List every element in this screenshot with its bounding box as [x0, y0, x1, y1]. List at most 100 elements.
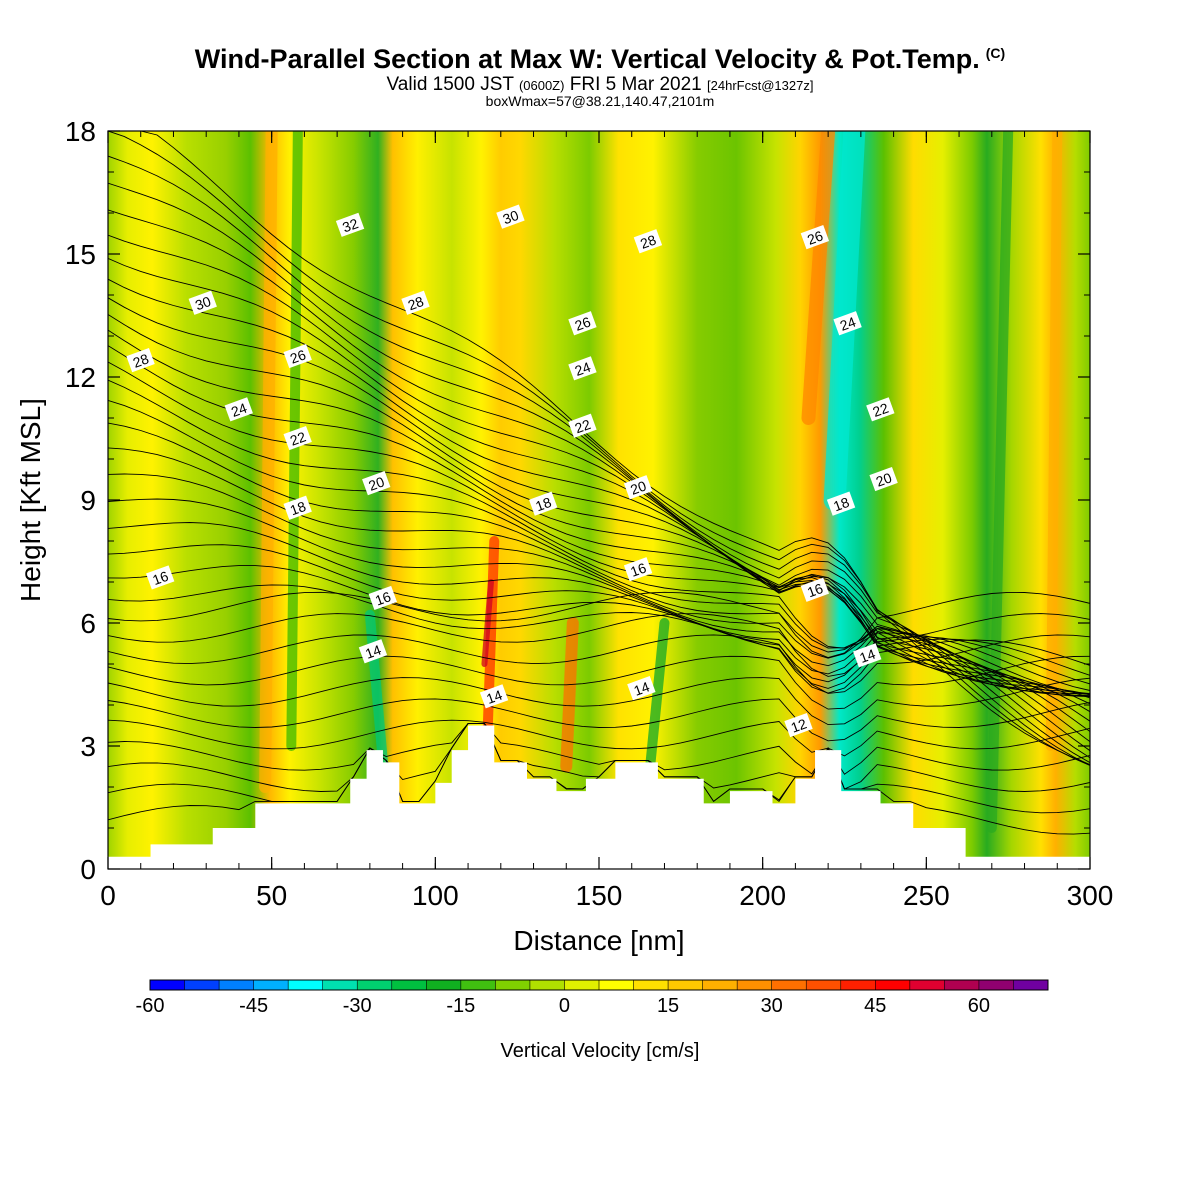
theta-label-text: 14: [484, 687, 504, 707]
theta-contours: [108, 131, 1090, 835]
theta-label-bg: [335, 212, 365, 237]
theta-label: 28: [401, 290, 430, 315]
theta-label: 22: [866, 397, 895, 422]
theta-label: 18: [283, 495, 312, 520]
colorbar-tick-label: 60: [968, 995, 990, 1017]
colorbar-segment: [702, 980, 738, 990]
theta-contour-line: [108, 131, 1090, 766]
theta-contour-line: [108, 591, 1090, 658]
x-tick-label: 100: [412, 880, 459, 911]
updraft-core-118: [481, 579, 494, 667]
x-axis-label: Distance [nm]: [513, 925, 684, 956]
colorbar-segment: [978, 980, 1014, 990]
theta-contour-line: [108, 655, 1090, 710]
colorbar-segment: [909, 980, 945, 990]
theta-label-text: 18: [533, 494, 553, 514]
theta-label-bg: [283, 425, 312, 451]
theta-label-text: 30: [501, 207, 521, 227]
theta-label-text: 14: [631, 678, 651, 698]
theta-label-text: 12: [789, 715, 809, 735]
colorbar-segment: [668, 980, 704, 990]
copyright-mark: (C): [985, 45, 1006, 61]
theta-label-text: 18: [288, 498, 308, 518]
theta-label: 26: [283, 343, 312, 369]
updraft-plume-140: [560, 617, 579, 773]
colorbar-tick-label: 15: [657, 995, 679, 1017]
colorbar-segment: [564, 980, 600, 990]
theta-label-text: 24: [573, 359, 593, 379]
theta-label-bg: [283, 343, 312, 369]
x-tick-label: 300: [1067, 880, 1114, 911]
theta-label-text: 14: [363, 641, 383, 661]
theta-contour-line: [108, 498, 1090, 696]
theta-label-bg: [568, 356, 597, 381]
theta-label-bg: [368, 585, 397, 611]
valid-utc: (0600Z): [518, 78, 565, 93]
colorbar-segment: [875, 980, 911, 990]
theta-label: 16: [623, 557, 653, 582]
colorbar-segment: [150, 980, 186, 990]
colorbar-segment: [529, 980, 565, 990]
theta-label-text: 28: [638, 231, 658, 251]
theta-label: 24: [224, 397, 253, 422]
theta-label-text: 24: [229, 400, 249, 420]
theta-label-text: 16: [150, 568, 170, 588]
theta-label: 22: [283, 425, 312, 451]
colorbar-segment: [460, 980, 496, 990]
colorbar-segment: [1013, 980, 1049, 990]
theta-label-bg: [496, 204, 525, 229]
x-tick-label: 50: [256, 880, 287, 911]
theta-contour-line: [108, 698, 1090, 742]
valid-prefix: Valid 1500 JST: [386, 74, 514, 95]
theta-label-bg: [833, 311, 862, 336]
theta-contour-line: [108, 379, 1090, 695]
colorbar-segment: [599, 980, 635, 990]
theta-label-text: 24: [838, 313, 858, 333]
colorbar-segment: [357, 980, 393, 990]
x-tick-label: 150: [576, 880, 623, 911]
theta-contour-line: [108, 182, 1090, 763]
y-tick-label: 15: [65, 239, 96, 270]
theta-label-text: 16: [628, 559, 648, 579]
theta-label: 26: [800, 225, 830, 250]
theta-label: 18: [826, 491, 856, 516]
theta-label-text: 22: [573, 416, 593, 436]
theta-contour-line: [108, 584, 1090, 694]
colorbar-segment: [391, 980, 427, 990]
theta-contour-line: [108, 399, 1090, 695]
theta-label-bg: [826, 491, 856, 516]
colorbar-segment: [806, 980, 842, 990]
theta-label-bg: [362, 471, 391, 496]
theta-label: 24: [568, 356, 597, 381]
theta-label-bg: [866, 397, 895, 422]
colorbar-segment: [840, 980, 876, 990]
theta-label-text: 18: [831, 494, 851, 514]
y-tick-label: 3: [80, 731, 96, 762]
theta-label: 28: [126, 348, 155, 373]
theta-contour-line: [108, 522, 1090, 691]
theta-label-text: 16: [805, 580, 825, 600]
box-wmax-info: boxWmax=57@38.21,140.47,2101m: [485, 93, 715, 109]
theta-label-bg: [283, 495, 312, 520]
theta-label: 18: [528, 491, 558, 516]
theta-label-text: 20: [628, 477, 648, 497]
theta-label: 28: [633, 229, 663, 254]
theta-label-text: 16: [373, 588, 393, 608]
theta-label-bg: [126, 348, 155, 373]
colorbar-tick-label: 45: [864, 995, 886, 1017]
theta-contour-line: [108, 155, 1090, 766]
valid-date: FRI 5 Mar 2021: [569, 74, 702, 95]
theta-label: 16: [800, 577, 830, 602]
y-tick-label: 18: [65, 116, 96, 147]
theta-label-text: 22: [288, 428, 308, 448]
theta-label-bg: [627, 676, 656, 701]
theta-contour-line: [108, 613, 1090, 677]
theta-contour-labels: 28 30 24 26 22 32 20 18 16 16 14 14 28 30 28 26 24 22 18 20…: [126, 204, 898, 738]
theta-label: 14: [479, 684, 509, 709]
y-tick-label: 0: [80, 854, 96, 885]
colorbar-segment: [495, 980, 531, 990]
colorbar-segment: [633, 980, 669, 990]
theta-label-text: 28: [406, 293, 426, 313]
theta-label: 12: [784, 712, 813, 738]
